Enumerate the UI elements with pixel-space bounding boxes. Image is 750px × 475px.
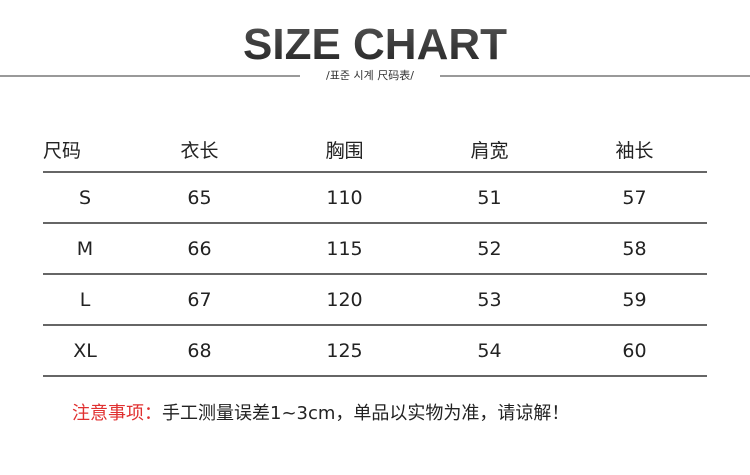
table-cell: 65 xyxy=(127,172,272,224)
table-cell: 60 xyxy=(562,325,707,377)
header-cell: 袖长 xyxy=(562,128,707,173)
subtitle: /표준 시계 尺码表/ xyxy=(326,69,414,82)
table-row: S 65 110 51 57 xyxy=(43,172,707,224)
note-text: 手工测量误差1~3cm，单品以实物为准，请谅解！ xyxy=(162,403,570,424)
note: 注意事项：手工测量误差1~3cm，单品以实物为准，请谅解！ xyxy=(72,399,569,425)
table-row: M 66 115 52 58 xyxy=(43,223,707,275)
note-label: 注意事项： xyxy=(72,403,162,424)
table-cell: 120 xyxy=(272,274,417,326)
table-cell: 110 xyxy=(272,172,417,224)
table-cell: 67 xyxy=(127,274,272,326)
divider-right xyxy=(440,75,750,77)
divider-left xyxy=(0,75,300,77)
header-cell: 肩宽 xyxy=(417,128,562,173)
header-cell: 胸围 xyxy=(272,128,417,173)
table-cell: S xyxy=(43,172,127,224)
table-cell: 58 xyxy=(562,223,707,275)
table-cell: 51 xyxy=(417,172,562,224)
header-cell: 衣长 xyxy=(127,128,272,173)
table-row: XL 68 125 54 60 xyxy=(43,325,707,377)
table-cell: 57 xyxy=(562,172,707,224)
table-cell: M xyxy=(43,223,127,275)
table-cell: XL xyxy=(43,325,127,377)
page-title: SIZE CHART xyxy=(0,20,750,70)
table-cell: 53 xyxy=(417,274,562,326)
size-table: 尺码 衣长 胸围 肩宽 袖长 S 65 110 51 57 M 66 115 52 58 L 67 12… xyxy=(43,128,707,377)
table-cell: L xyxy=(43,274,127,326)
table-row: L 67 120 53 59 xyxy=(43,274,707,326)
table-cell: 52 xyxy=(417,223,562,275)
table-cell: 68 xyxy=(127,325,272,377)
table-cell: 115 xyxy=(272,223,417,275)
table-cell: 125 xyxy=(272,325,417,377)
table-cell: 59 xyxy=(562,274,707,326)
table-cell: 54 xyxy=(417,325,562,377)
header-cell: 尺码 xyxy=(43,128,127,173)
table-cell: 66 xyxy=(127,223,272,275)
table-header-row: 尺码 衣长 胸围 肩宽 袖长 xyxy=(43,128,707,173)
